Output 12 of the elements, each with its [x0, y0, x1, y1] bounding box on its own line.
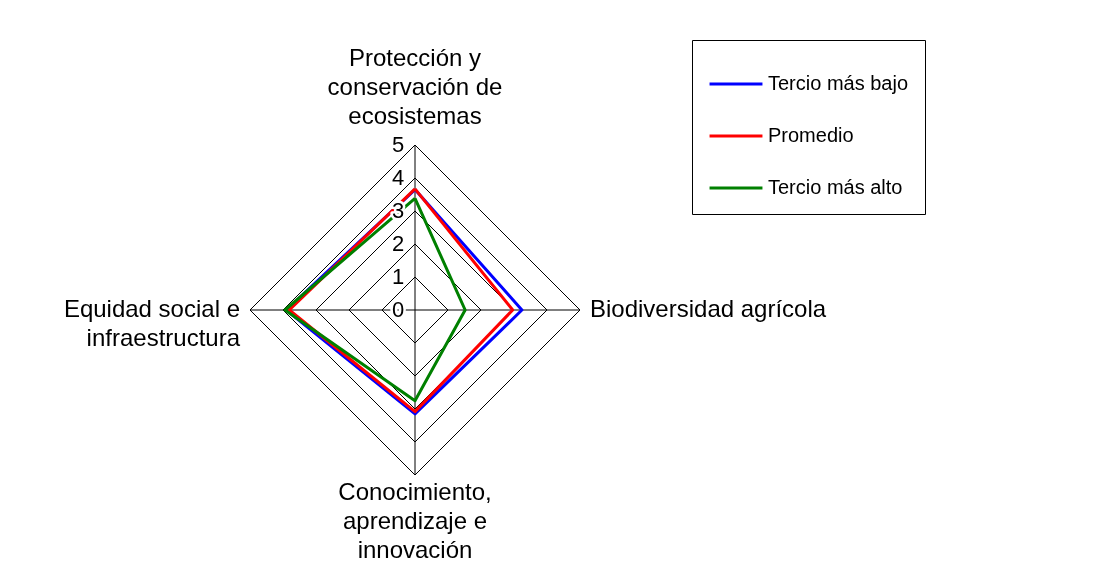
spoke-label: Protección y conservación de ecosistemas — [327, 44, 503, 129]
y-tick-label: 5 — [391, 132, 405, 157]
legend-label: Tercio más alto — [768, 176, 903, 198]
spoke-label: Conocimiento, aprendizaje e innovación — [338, 478, 492, 563]
spoke-label: Biodiversidad agrícola — [590, 295, 827, 322]
legend-label: Promedio — [768, 124, 854, 146]
y-tick-label: 0 — [391, 297, 405, 322]
y-tick-label: 1 — [391, 264, 405, 289]
y-tick-label: 4 — [391, 165, 405, 190]
spoke-label: Equidad social e infraestructura — [63, 295, 241, 351]
y-tick-label: 2 — [391, 231, 405, 256]
legend-label: Tercio más bajo — [768, 72, 909, 94]
